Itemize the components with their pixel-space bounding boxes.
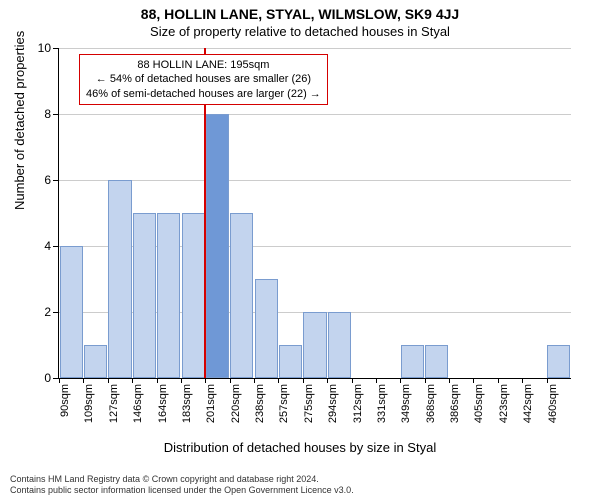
x-tick bbox=[230, 378, 231, 383]
x-tick bbox=[400, 378, 401, 383]
x-tick-label: 201sqm bbox=[205, 384, 217, 423]
bar bbox=[133, 213, 156, 378]
x-tick bbox=[425, 378, 426, 383]
chart-area: 024681090sqm109sqm127sqm146sqm164sqm183s… bbox=[58, 48, 571, 379]
page-subtitle: Size of property relative to detached ho… bbox=[0, 22, 600, 43]
x-tick-label: 312sqm bbox=[352, 384, 364, 423]
x-tick bbox=[352, 378, 353, 383]
bar bbox=[328, 312, 351, 378]
bar bbox=[425, 345, 448, 378]
y-tick bbox=[53, 114, 59, 115]
x-tick-label: 331sqm bbox=[376, 384, 388, 423]
x-tick-label: 442sqm bbox=[522, 384, 534, 423]
bar bbox=[401, 345, 424, 378]
bar bbox=[84, 345, 107, 378]
x-tick bbox=[59, 378, 60, 383]
page-title: 88, HOLLIN LANE, STYAL, WILMSLOW, SK9 4J… bbox=[0, 0, 600, 22]
x-tick-label: 294sqm bbox=[327, 384, 339, 423]
annotation-line: ← 54% of detached houses are smaller (26… bbox=[86, 72, 321, 86]
gridline bbox=[59, 114, 571, 115]
x-tick-label: 183sqm bbox=[181, 384, 193, 423]
y-tick bbox=[53, 48, 59, 49]
x-axis-title: Distribution of detached houses by size … bbox=[0, 440, 600, 455]
y-tick-label: 0 bbox=[44, 371, 51, 385]
y-tick-label: 6 bbox=[44, 173, 51, 187]
x-tick bbox=[278, 378, 279, 383]
x-tick-label: 257sqm bbox=[278, 384, 290, 423]
bar bbox=[303, 312, 326, 378]
x-tick bbox=[108, 378, 109, 383]
bar bbox=[108, 180, 131, 378]
x-tick bbox=[522, 378, 523, 383]
x-tick-label: 164sqm bbox=[157, 384, 169, 423]
x-tick-label: 220sqm bbox=[230, 384, 242, 423]
bar bbox=[230, 213, 253, 378]
bar bbox=[255, 279, 278, 378]
x-tick-label: 368sqm bbox=[425, 384, 437, 423]
x-tick bbox=[327, 378, 328, 383]
x-tick bbox=[181, 378, 182, 383]
bar bbox=[60, 246, 83, 378]
x-tick-label: 90sqm bbox=[59, 384, 71, 417]
bar bbox=[279, 345, 302, 378]
footer-line-1: Contains HM Land Registry data © Crown c… bbox=[10, 474, 354, 485]
gridline bbox=[59, 180, 571, 181]
x-tick-label: 275sqm bbox=[303, 384, 315, 423]
bar-highlight bbox=[206, 114, 229, 378]
footer-line-2: Contains public sector information licen… bbox=[10, 485, 354, 496]
x-tick bbox=[449, 378, 450, 383]
x-tick bbox=[376, 378, 377, 383]
x-tick bbox=[157, 378, 158, 383]
x-tick-label: 146sqm bbox=[132, 384, 144, 423]
gridline bbox=[59, 48, 571, 49]
y-tick bbox=[53, 180, 59, 181]
x-tick-label: 423sqm bbox=[498, 384, 510, 423]
annotation-box: 88 HOLLIN LANE: 195sqm← 54% of detached … bbox=[79, 54, 328, 105]
y-tick-label: 2 bbox=[44, 305, 51, 319]
y-axis-title: Number of detached properties bbox=[12, 31, 27, 210]
y-tick-label: 10 bbox=[38, 41, 51, 55]
x-tick-label: 238sqm bbox=[254, 384, 266, 423]
x-tick bbox=[205, 378, 206, 383]
x-tick bbox=[473, 378, 474, 383]
annotation-line: 46% of semi-detached houses are larger (… bbox=[86, 87, 321, 101]
x-tick bbox=[83, 378, 84, 383]
x-tick bbox=[498, 378, 499, 383]
x-tick-label: 127sqm bbox=[108, 384, 120, 423]
chart-container: 88, HOLLIN LANE, STYAL, WILMSLOW, SK9 4J… bbox=[0, 0, 600, 500]
x-tick-label: 386sqm bbox=[449, 384, 461, 423]
x-tick-label: 460sqm bbox=[547, 384, 559, 423]
x-tick bbox=[547, 378, 548, 383]
y-tick-label: 8 bbox=[44, 107, 51, 121]
x-tick-label: 349sqm bbox=[400, 384, 412, 423]
footer-attribution: Contains HM Land Registry data © Crown c… bbox=[10, 474, 354, 496]
y-tick bbox=[53, 246, 59, 247]
bar bbox=[182, 213, 205, 378]
x-tick-label: 109sqm bbox=[83, 384, 95, 423]
x-tick-label: 405sqm bbox=[473, 384, 485, 423]
annotation-line: 88 HOLLIN LANE: 195sqm bbox=[86, 58, 321, 72]
bar bbox=[157, 213, 180, 378]
bar bbox=[547, 345, 570, 378]
y-tick bbox=[53, 312, 59, 313]
x-tick bbox=[132, 378, 133, 383]
x-tick bbox=[254, 378, 255, 383]
y-tick-label: 4 bbox=[44, 239, 51, 253]
x-tick bbox=[303, 378, 304, 383]
